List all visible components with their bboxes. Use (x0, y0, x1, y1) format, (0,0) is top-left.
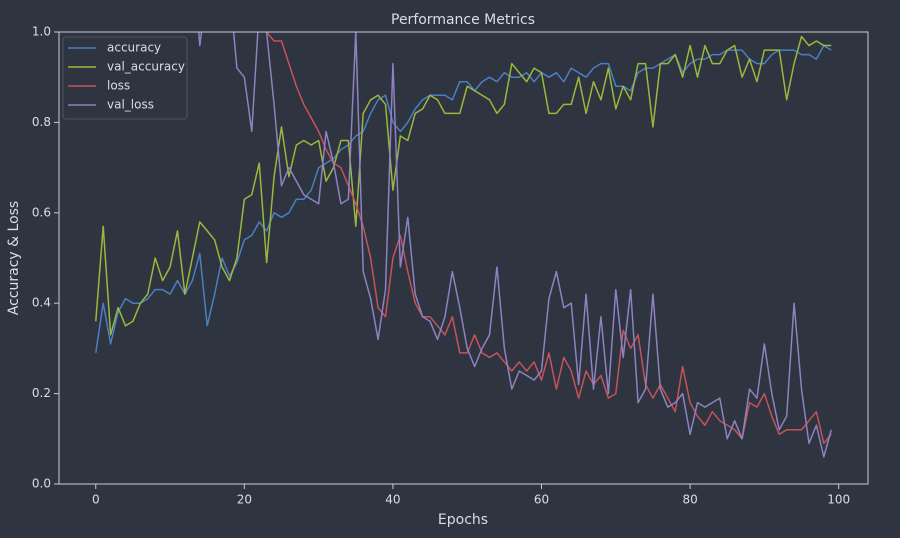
chart-title: Performance Metrics (391, 12, 535, 28)
legend-label: accuracy (107, 41, 161, 55)
x-tick-label: 100 (827, 493, 850, 507)
y-tick-label: 1.0 (32, 25, 51, 39)
series-line (265, 32, 832, 445)
x-tick-label: 20 (237, 493, 252, 507)
legend-label: val_accuracy (107, 60, 185, 74)
plot-frame (58, 31, 869, 485)
x-tick-label: 40 (385, 493, 400, 507)
x-axis-label: Epochs (438, 512, 488, 528)
series-line (198, 32, 832, 458)
legend-label: val_loss (107, 98, 154, 112)
y-axis-label: Accuracy & Loss (6, 201, 22, 315)
y-tick-label: 0.0 (32, 477, 51, 491)
y-tick-label: 0.2 (32, 386, 51, 400)
plot-lines (95, 32, 832, 458)
y-tick-label: 0.6 (32, 205, 51, 219)
legend-box (62, 36, 188, 120)
x-tick-label: 60 (534, 493, 549, 507)
x-tick-label: 0 (92, 493, 100, 507)
series-line (95, 35, 832, 336)
series-line (95, 44, 832, 354)
y-tick-label: 0.4 (32, 296, 51, 310)
x-tick-label: 80 (682, 493, 697, 507)
legend-label: loss (107, 79, 130, 93)
y-tick-label: 0.8 (32, 115, 51, 129)
